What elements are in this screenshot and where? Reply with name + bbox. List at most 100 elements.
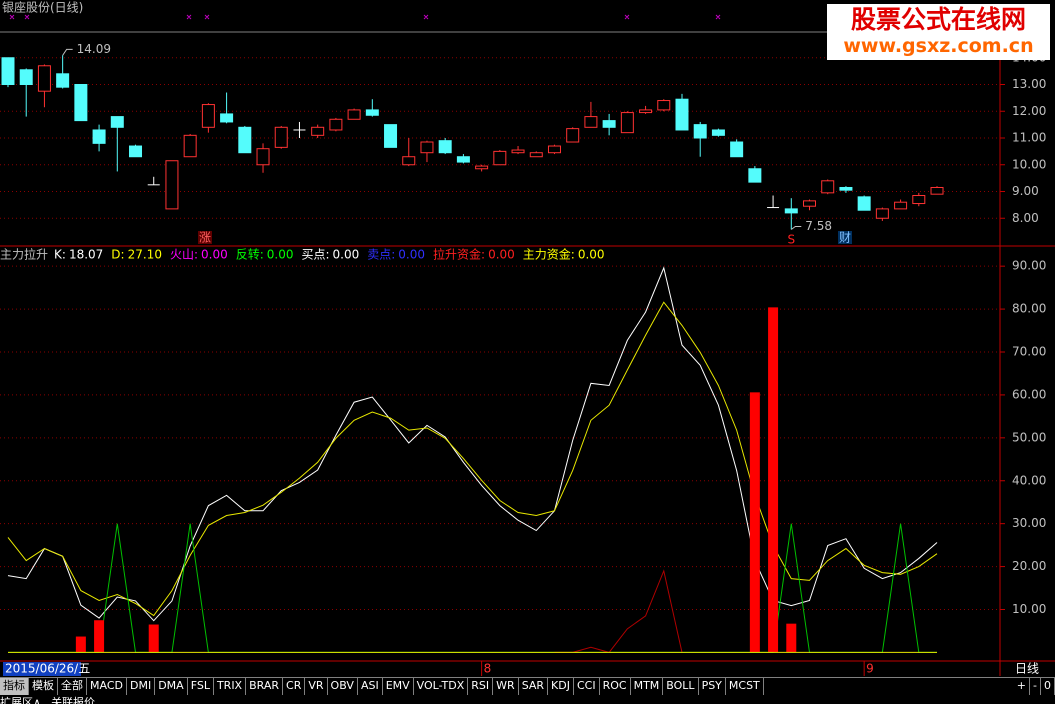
tab[interactable]: DMA bbox=[155, 678, 188, 695]
y-tick-label: 50.00 bbox=[1012, 430, 1046, 444]
legend-value: 0.00 bbox=[488, 248, 515, 262]
tab[interactable]: OBV bbox=[328, 678, 358, 695]
y-tick-label: 12.00 bbox=[1012, 104, 1046, 118]
legend-name: 卖点: bbox=[367, 248, 395, 262]
tab[interactable]: SAR bbox=[519, 678, 549, 695]
y-tick-label: 8.00 bbox=[1012, 211, 1039, 225]
tab[interactable]: EMV bbox=[383, 678, 414, 695]
candle-body bbox=[402, 156, 416, 166]
candle-body bbox=[56, 73, 70, 88]
legend-value: 27.10 bbox=[128, 248, 162, 262]
tab[interactable]: CCI bbox=[574, 678, 600, 695]
candle-body bbox=[110, 116, 124, 128]
candle-body bbox=[438, 140, 452, 154]
tab[interactable]: 全部 bbox=[58, 678, 87, 695]
y-tick-label: 11.00 bbox=[1012, 131, 1046, 145]
candle-body bbox=[475, 165, 489, 170]
legend-value: 0.00 bbox=[201, 248, 228, 262]
tab[interactable]: VOL-TDX bbox=[414, 678, 469, 695]
y-tick-label: 13.00 bbox=[1012, 77, 1046, 91]
tab[interactable]: TRIX bbox=[214, 678, 247, 695]
x-tick-label: 2015/06/26/五 bbox=[5, 662, 90, 676]
tab[interactable]: RSI bbox=[468, 678, 494, 695]
x-tick-label: 8 bbox=[484, 662, 492, 676]
candle-body bbox=[857, 196, 871, 211]
y-tick-label: 90.00 bbox=[1012, 259, 1046, 273]
candle-body bbox=[274, 126, 288, 148]
high-label: 14.09 bbox=[77, 42, 111, 56]
control-button[interactable]: + bbox=[1014, 678, 1031, 695]
control-button[interactable]: 0 bbox=[1041, 678, 1055, 695]
candle-body bbox=[92, 129, 106, 144]
y-tick-label: 30.00 bbox=[1012, 516, 1046, 530]
y-tick-label: 20.00 bbox=[1012, 559, 1046, 573]
candle-body bbox=[19, 69, 33, 85]
footer-tab[interactable]: 关联报价 bbox=[51, 696, 96, 704]
bar bbox=[768, 307, 779, 653]
series-line bbox=[7, 266, 938, 622]
tab[interactable]: BRAR bbox=[246, 678, 284, 695]
candle-body bbox=[384, 124, 398, 148]
candle-body bbox=[365, 109, 379, 116]
tab[interactable]: KDJ bbox=[548, 678, 574, 695]
candle-body bbox=[329, 118, 343, 131]
tab[interactable]: MTM bbox=[631, 678, 664, 695]
tab[interactable]: DMI bbox=[127, 678, 156, 695]
bar bbox=[94, 620, 105, 653]
legend-name: 反转: bbox=[236, 247, 264, 262]
tab[interactable]: MCST bbox=[726, 678, 764, 695]
bar bbox=[749, 392, 760, 653]
toolbar: 指标 模板 全部 MACD DMI DMA FSL TRIX BRAR CR VR OBV ASI EMV… bbox=[0, 677, 1055, 695]
tab[interactable]: VR bbox=[305, 678, 328, 695]
candle-body bbox=[511, 149, 525, 154]
legend-value: 0.00 bbox=[398, 248, 425, 262]
badge-label: 涨 bbox=[199, 230, 211, 245]
tab[interactable]: WR bbox=[493, 678, 519, 695]
control-button[interactable]: - bbox=[1030, 678, 1041, 695]
watermark-url: www.gsxz.com.cn bbox=[843, 35, 1034, 57]
candle-body bbox=[730, 141, 744, 158]
controls: + -0 bbox=[1014, 678, 1055, 695]
candle-body bbox=[693, 124, 707, 139]
candle-body bbox=[201, 104, 215, 128]
legend-name: 买点: bbox=[301, 248, 329, 262]
y-tick-label: 80.00 bbox=[1012, 302, 1046, 316]
candle-body bbox=[803, 200, 817, 207]
candle-body bbox=[493, 150, 507, 166]
stock-title: 银座股份(日线) bbox=[2, 0, 83, 15]
tab[interactable]: BOLL bbox=[663, 678, 699, 695]
candle-body bbox=[256, 148, 270, 166]
candle-body bbox=[584, 116, 598, 128]
x-tick-label: 9 bbox=[866, 662, 874, 676]
candle-body bbox=[311, 126, 325, 136]
footer: 扩展区∧ 关联报价 bbox=[0, 695, 1055, 704]
candle-body bbox=[602, 120, 616, 128]
series-line bbox=[7, 301, 938, 617]
candle-body bbox=[784, 208, 798, 214]
badge bbox=[198, 231, 212, 244]
candle-body bbox=[129, 145, 143, 158]
tab[interactable]: 模板 bbox=[29, 678, 58, 695]
bar bbox=[75, 636, 86, 653]
legend-value: 0.00 bbox=[333, 248, 360, 262]
y-tick-label: 10.00 bbox=[1012, 157, 1046, 171]
annotation-pointer bbox=[790, 225, 802, 230]
chart: 银座股份(日线) 8.00 9.00 10.00 11.00 12.00 13.00 14.… bbox=[0, 0, 1055, 676]
y-tick-label: 9.00 bbox=[1012, 184, 1039, 198]
tab[interactable]: MACD bbox=[87, 678, 127, 695]
tab[interactable]: ASI bbox=[358, 678, 383, 695]
tab[interactable]: FSL bbox=[188, 678, 214, 695]
tab[interactable]: 指标 bbox=[0, 678, 29, 695]
badge bbox=[838, 231, 852, 244]
candle-body bbox=[347, 109, 361, 120]
y-tick-label: 60.00 bbox=[1012, 387, 1046, 401]
candle-body bbox=[930, 186, 944, 195]
tab[interactable]: ROC bbox=[600, 678, 631, 695]
footer-tab[interactable]: 扩展区∧ bbox=[0, 696, 42, 704]
candle-body bbox=[839, 186, 853, 191]
tab[interactable]: CR bbox=[283, 678, 306, 695]
candle-body bbox=[220, 113, 234, 123]
candle-body bbox=[238, 126, 252, 154]
markers bbox=[9, 14, 721, 20]
tab[interactable]: PSY bbox=[699, 678, 726, 695]
